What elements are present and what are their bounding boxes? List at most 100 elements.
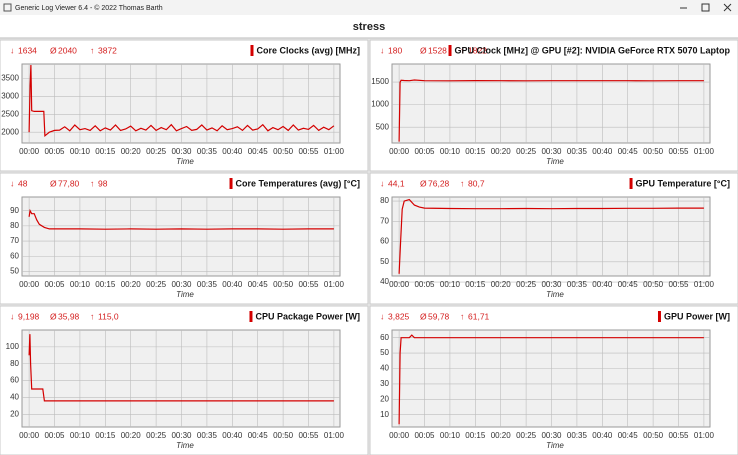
x-tick-label: 00:20 <box>491 431 512 440</box>
y-tick-label: 2000 <box>1 127 19 136</box>
x-tick-label: 00:25 <box>146 280 167 289</box>
y-tick-label: 60 <box>10 376 19 385</box>
y-tick-label: 90 <box>10 206 19 215</box>
x-tick-label: 00:15 <box>95 431 116 440</box>
x-axis-label: Time <box>546 441 564 450</box>
x-tick-label: 01:00 <box>694 431 715 440</box>
stat-symbol: ↑ <box>460 45 464 55</box>
plot-area <box>21 196 341 277</box>
y-tick-label: 20 <box>380 394 389 403</box>
x-tick-label: 00:50 <box>643 147 664 156</box>
data-line <box>398 79 704 142</box>
legend-swatch <box>229 178 233 189</box>
legend-label: Core Temperatures (avg) [°C] <box>236 178 360 188</box>
x-tick-label: 00:35 <box>197 280 218 289</box>
x-tick-label: 01:00 <box>324 280 345 289</box>
x-tick-label: 00:55 <box>298 431 319 440</box>
x-tick-label: 00:30 <box>541 280 562 289</box>
x-tick-label: 00:50 <box>273 280 294 289</box>
close-button[interactable] <box>723 3 732 12</box>
x-tick-label: 00:30 <box>541 147 562 156</box>
y-tick-label: 60 <box>380 237 389 246</box>
stat-symbol: ↓ <box>380 178 384 188</box>
stat-min: 3,825 <box>388 311 410 321</box>
x-tick-label: 00:25 <box>516 431 537 440</box>
x-tick-label: 00:50 <box>273 431 294 440</box>
x-axis-label: Time <box>176 157 194 166</box>
y-tick-label: 60 <box>380 333 389 342</box>
stat-min: 9,198 <box>18 311 40 321</box>
x-axis-label: Time <box>176 290 194 299</box>
x-tick-label: 00:45 <box>618 280 639 289</box>
y-tick-label: 50 <box>380 257 389 266</box>
y-tick-label: 50 <box>380 348 389 357</box>
stat-symbol: ↑ <box>90 311 94 321</box>
x-tick-label: 00:35 <box>567 147 588 156</box>
legend-swatch <box>629 178 633 189</box>
x-tick-label: 01:00 <box>324 147 345 156</box>
x-tick-label: 00:05 <box>44 280 65 289</box>
x-tick-label: 01:00 <box>694 280 715 289</box>
x-tick-label: 00:25 <box>516 147 537 156</box>
plot-area <box>21 329 341 428</box>
x-tick-label: 00:40 <box>592 147 613 156</box>
legend-label: CPU Package Power [W] <box>255 311 360 321</box>
x-tick-label: 00:15 <box>465 280 486 289</box>
stat-symbol: Ø <box>420 311 427 321</box>
y-tick-label: 2500 <box>1 109 19 118</box>
x-tick-label: 00:35 <box>197 431 218 440</box>
x-tick-label: 00:45 <box>248 431 269 440</box>
maximize-button[interactable] <box>701 3 710 12</box>
y-tick-label: 30 <box>380 379 389 388</box>
stat-max: 80,7 <box>468 178 485 188</box>
stat-symbol: Ø <box>420 178 427 188</box>
stat-avg: 1528 <box>428 45 447 55</box>
x-tick-label: 00:45 <box>248 280 269 289</box>
x-tick-label: 00:50 <box>273 147 294 156</box>
header-bg <box>0 15 738 38</box>
stat-max: 1822 <box>468 45 487 55</box>
x-tick-label: 00:15 <box>95 147 116 156</box>
stat-symbol: Ø <box>50 45 57 55</box>
x-axis-label: Time <box>546 157 564 166</box>
legend-swatch <box>448 45 452 56</box>
x-tick-label: 00:20 <box>121 147 142 156</box>
x-tick-label: 00:10 <box>440 147 461 156</box>
x-tick-label: 00:25 <box>146 147 167 156</box>
stat-symbol: Ø <box>420 45 427 55</box>
x-tick-label: 00:10 <box>440 431 461 440</box>
x-tick-label: 00:00 <box>389 431 410 440</box>
x-tick-label: 00:20 <box>121 280 142 289</box>
x-axis-label: Time <box>176 441 194 450</box>
plot-area <box>391 196 711 277</box>
stat-min: 1634 <box>18 45 37 55</box>
x-tick-label: 00:55 <box>668 147 689 156</box>
y-tick-label: 60 <box>10 251 19 260</box>
x-tick-label: 00:25 <box>146 431 167 440</box>
y-tick-label: 10 <box>380 410 389 419</box>
x-tick-label: 00:10 <box>70 431 91 440</box>
x-tick-label: 00:20 <box>121 431 142 440</box>
stat-min: 180 <box>388 45 402 55</box>
plot-area <box>391 63 711 144</box>
x-tick-label: 00:45 <box>618 431 639 440</box>
x-tick-label: 00:10 <box>440 280 461 289</box>
legend-swatch <box>657 311 661 322</box>
stat-avg: 2040 <box>58 45 77 55</box>
title-bar <box>0 0 738 15</box>
legend-label: Core Clocks (avg) [MHz] <box>256 45 360 55</box>
x-tick-label: 00:00 <box>389 280 410 289</box>
plot-area <box>391 329 711 428</box>
y-tick-label: 1500 <box>371 77 389 86</box>
stat-symbol: ↑ <box>460 311 464 321</box>
x-tick-label: 00:00 <box>19 280 40 289</box>
y-tick-label: 3500 <box>1 73 19 82</box>
stat-avg: 35,98 <box>58 311 80 321</box>
stat-max: 115,0 <box>98 311 119 321</box>
x-tick-label: 00:25 <box>516 280 537 289</box>
stat-avg: 77,80 <box>58 178 80 188</box>
x-tick-label: 00:40 <box>222 147 243 156</box>
x-tick-label: 00:45 <box>248 147 269 156</box>
x-tick-label: 00:40 <box>222 431 243 440</box>
